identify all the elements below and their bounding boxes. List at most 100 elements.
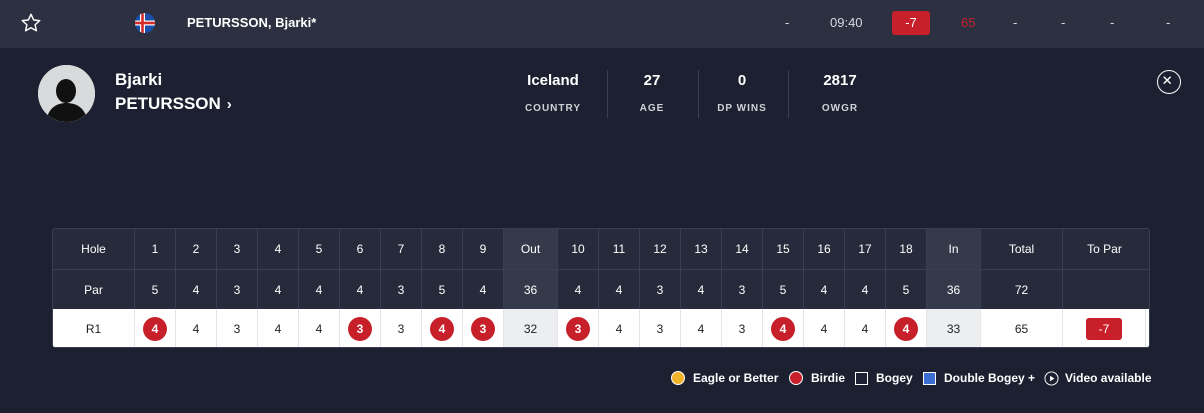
bogey-square-icon — [855, 371, 868, 385]
hole-cell: 4 — [299, 309, 340, 347]
birdie-score: 3 — [471, 317, 495, 341]
round-3-value: - — [1061, 15, 1066, 30]
hole-cell: 4 — [258, 270, 299, 310]
total-cell: 65 — [981, 309, 1063, 347]
round-score: 65 — [961, 15, 976, 30]
hole-cell: 12 — [640, 229, 681, 269]
row-label: Hole — [53, 229, 135, 269]
stat-age: 27 AGE — [618, 72, 686, 114]
birdie-score: 4 — [430, 317, 454, 341]
legend-label: Eagle or Better — [693, 371, 779, 385]
hole-cell: 16 — [804, 229, 845, 269]
player-name[interactable]: PETURSSON, Bjarki* — [187, 15, 317, 30]
hole-cell: 15 — [763, 229, 804, 269]
legend-label: Birdie — [811, 371, 846, 385]
birdie-dot-icon — [789, 371, 803, 385]
hole-cell: 4 — [804, 270, 845, 310]
eagle-dot-icon — [671, 371, 685, 385]
avatar — [38, 65, 95, 122]
legend-video: Video available — [1044, 370, 1152, 386]
scorecard-round-row: R1 4 4 3 4 4 3 3 4 3 32 3 4 3 4 3 4 4 4 4 33 65 -7 — [53, 309, 1149, 347]
hole-cell: 4 — [176, 309, 217, 347]
player-last-name: PETURSSON — [115, 94, 221, 113]
legend-birdie: Birdie — [789, 370, 845, 386]
in-cell: In — [927, 229, 981, 269]
divider — [788, 70, 789, 118]
hole-cell: 3 — [217, 309, 258, 347]
close-button[interactable] — [1157, 70, 1181, 94]
tee-time: 09:40 — [830, 15, 863, 30]
hole-cell: 11 — [599, 229, 640, 269]
to-par-cell — [1063, 270, 1146, 310]
hole-cell: 13 — [681, 229, 722, 269]
hole-cell: 3 — [217, 229, 258, 269]
scorecard-header-row: Hole 1 2 3 4 5 6 7 8 9 Out 10 11 12 13 14 15 16 17 18 In Tota… — [53, 229, 1149, 269]
round-4-value: - — [1110, 15, 1115, 30]
birdie-score: 4 — [143, 317, 167, 341]
hole-cell: 3 — [558, 309, 599, 347]
hole-cell: 4 — [681, 270, 722, 310]
to-par-cell: -7 — [1063, 309, 1146, 347]
hole-cell: 4 — [681, 309, 722, 347]
hole-cell: 1 — [135, 229, 176, 269]
hole-cell: 4 — [463, 270, 504, 310]
legend-bogey: Bogey — [855, 370, 913, 386]
hole-cell: 7 — [381, 229, 422, 269]
legend-label: Bogey — [876, 371, 913, 385]
hole-cell: 4 — [299, 270, 340, 310]
hole-cell: 4 — [340, 270, 381, 310]
chevron-right-icon: › — [226, 96, 232, 113]
hole-cell: 4 — [845, 309, 886, 347]
hole-cell: 6 — [340, 229, 381, 269]
stat-label: OWGR — [821, 103, 859, 114]
to-par-badge: -7 — [892, 11, 930, 35]
to-par-pill: -7 — [1086, 318, 1122, 340]
hole-cell: 5 — [422, 270, 463, 310]
stat-label: DP WINS — [717, 103, 767, 114]
stat-country: Iceland COUNTRY — [514, 72, 592, 114]
stat-label: COUNTRY — [524, 103, 582, 114]
total-cell: 72 — [981, 270, 1063, 310]
scorecard-table: Hole 1 2 3 4 5 6 7 8 9 Out 10 11 12 13 14 15 16 17 18 In Tota… — [52, 228, 1150, 348]
hole-cell: 4 — [845, 270, 886, 310]
row-label: Par — [53, 270, 135, 310]
hole-cell: 3 — [640, 270, 681, 310]
hole-cell: 4 — [258, 309, 299, 347]
in-cell: 36 — [927, 270, 981, 310]
hole-cell: 4 — [258, 229, 299, 269]
player-detail-panel: Bjarki PETURSSON › Iceland COUNTRY 27 AGE… — [0, 48, 1204, 413]
legend-eagle: Eagle or Better — [671, 370, 778, 386]
out-cell: 36 — [504, 270, 558, 310]
hole-cell: 3 — [722, 309, 763, 347]
birdie-score: 3 — [348, 317, 372, 341]
player-profile-link[interactable]: PETURSSON › — [115, 94, 232, 114]
to-par-cell: To Par — [1087, 242, 1122, 256]
out-cell: 32 — [504, 309, 558, 347]
hole-cell: 4 — [599, 309, 640, 347]
hole-cell: 3 — [340, 309, 381, 347]
divider — [698, 70, 699, 118]
hole-cell: 4 — [599, 270, 640, 310]
leaderboard-row[interactable]: PETURSSON, Bjarki* - 09:40 -7 65 - - - - — [0, 0, 1204, 48]
hole-cell: 4 — [763, 309, 804, 347]
hole-cell: 4 — [176, 270, 217, 310]
hole-cell: 17 — [845, 229, 886, 269]
birdie-score: 3 — [566, 317, 590, 341]
legend-double-bogey: Double Bogey + — [923, 370, 1035, 386]
iceland-flag-icon — [135, 13, 155, 33]
hole-cell: 4 — [886, 309, 927, 347]
hole-cell: 9 — [463, 229, 504, 269]
hole-cell: 3 — [640, 309, 681, 347]
star-icon[interactable] — [20, 12, 42, 34]
hole-cell: 3 — [217, 270, 258, 310]
hole-cell: 18 — [886, 229, 927, 269]
hole-cell: 5 — [763, 270, 804, 310]
birdie-score: 4 — [894, 317, 918, 341]
position-value: - — [785, 15, 790, 30]
stat-label: AGE — [639, 103, 665, 114]
hole-cell: 4 — [558, 270, 599, 310]
hole-cell: 4 — [422, 309, 463, 347]
total-value: - — [1166, 15, 1171, 30]
total-cell: Total — [981, 229, 1063, 269]
legend-label: Video available — [1065, 371, 1152, 385]
